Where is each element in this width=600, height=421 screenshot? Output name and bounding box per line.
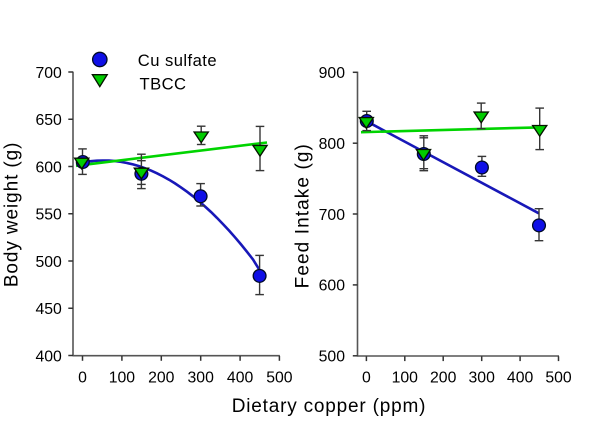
svg-text:600: 600 <box>319 278 346 295</box>
svg-text:0: 0 <box>78 370 87 387</box>
svg-text:700: 700 <box>35 65 62 82</box>
svg-text:300: 300 <box>188 370 215 387</box>
svg-text:500: 500 <box>545 370 572 387</box>
svg-text:Body weight (g): Body weight (g) <box>2 142 23 288</box>
svg-text:500: 500 <box>319 349 346 366</box>
svg-text:450: 450 <box>35 301 62 318</box>
svg-text:0: 0 <box>362 370 371 387</box>
svg-text:500: 500 <box>35 254 62 271</box>
svg-text:900: 900 <box>319 65 346 82</box>
svg-text:400: 400 <box>507 370 534 387</box>
svg-text:600: 600 <box>35 159 62 176</box>
svg-text:Feed Intake (g): Feed Intake (g) <box>292 143 313 288</box>
svg-text:700: 700 <box>319 207 346 224</box>
svg-text:800: 800 <box>319 136 346 153</box>
svg-text:400: 400 <box>35 348 62 365</box>
svg-text:550: 550 <box>35 207 62 224</box>
svg-text:Cu sulfate: Cu sulfate <box>138 51 217 70</box>
svg-text:200: 200 <box>430 370 457 387</box>
svg-text:TBCC: TBCC <box>140 74 187 93</box>
svg-text:400: 400 <box>227 370 254 387</box>
svg-text:100: 100 <box>109 370 136 387</box>
svg-text:300: 300 <box>469 370 496 387</box>
svg-text:650: 650 <box>35 112 62 129</box>
svg-text:Dietary copper (ppm): Dietary copper (ppm) <box>232 396 426 417</box>
svg-text:200: 200 <box>148 370 175 387</box>
svg-text:500: 500 <box>266 370 293 387</box>
svg-text:100: 100 <box>392 370 419 387</box>
